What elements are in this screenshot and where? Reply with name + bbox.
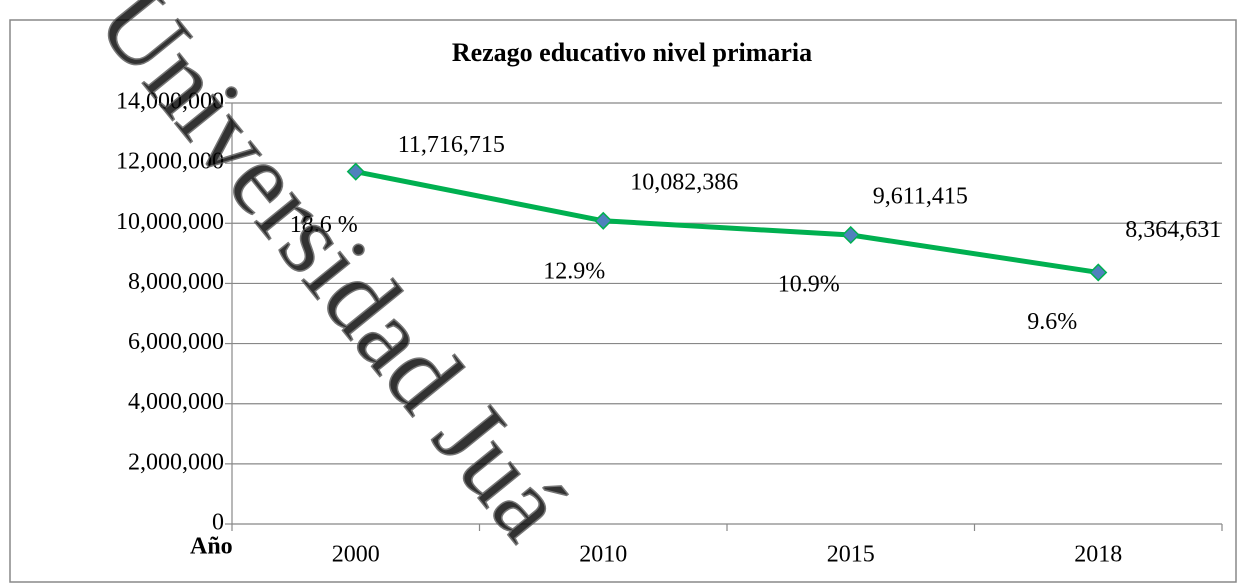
data-label: 9,611,415 <box>873 183 968 209</box>
data-marker <box>841 225 860 245</box>
chart-frame <box>9 19 1237 583</box>
annotation: 12.9% <box>543 258 605 284</box>
annotation: 9.6% <box>1027 309 1077 335</box>
data-marker <box>346 162 365 181</box>
y-tick-label: 10,000,000 <box>116 209 224 235</box>
y-tick-label: 2,000,000 <box>128 449 224 475</box>
chart-title: Rezago educativo nivel primaria <box>452 38 812 67</box>
data-label: 11,716,715 <box>398 132 505 158</box>
x-axis-label: Año <box>190 534 233 560</box>
x-tick-label: 2000 <box>332 542 380 568</box>
data-marker <box>594 211 613 230</box>
y-tick-label: 0 <box>212 510 224 536</box>
y-tick-label: 14,000,000 <box>116 89 224 115</box>
y-tick-label: 8,000,000 <box>128 269 224 295</box>
data-label: 8,364,631 <box>1125 217 1221 243</box>
x-tick-label: 2015 <box>827 542 875 568</box>
data-line <box>355 169 1099 275</box>
data-label: 10,082,386 <box>630 169 738 195</box>
x-tick-label: 2010 <box>579 542 627 568</box>
x-tick-label: 2018 <box>1074 542 1122 568</box>
annotation: 18.6 % <box>290 212 358 238</box>
y-tick-label: 6,000,000 <box>128 329 224 355</box>
annotation: 10.9% <box>778 271 840 297</box>
y-tick-label: 4,000,000 <box>128 389 224 415</box>
data-marker <box>1089 263 1108 282</box>
y-tick-label: 12,000,000 <box>116 149 224 175</box>
